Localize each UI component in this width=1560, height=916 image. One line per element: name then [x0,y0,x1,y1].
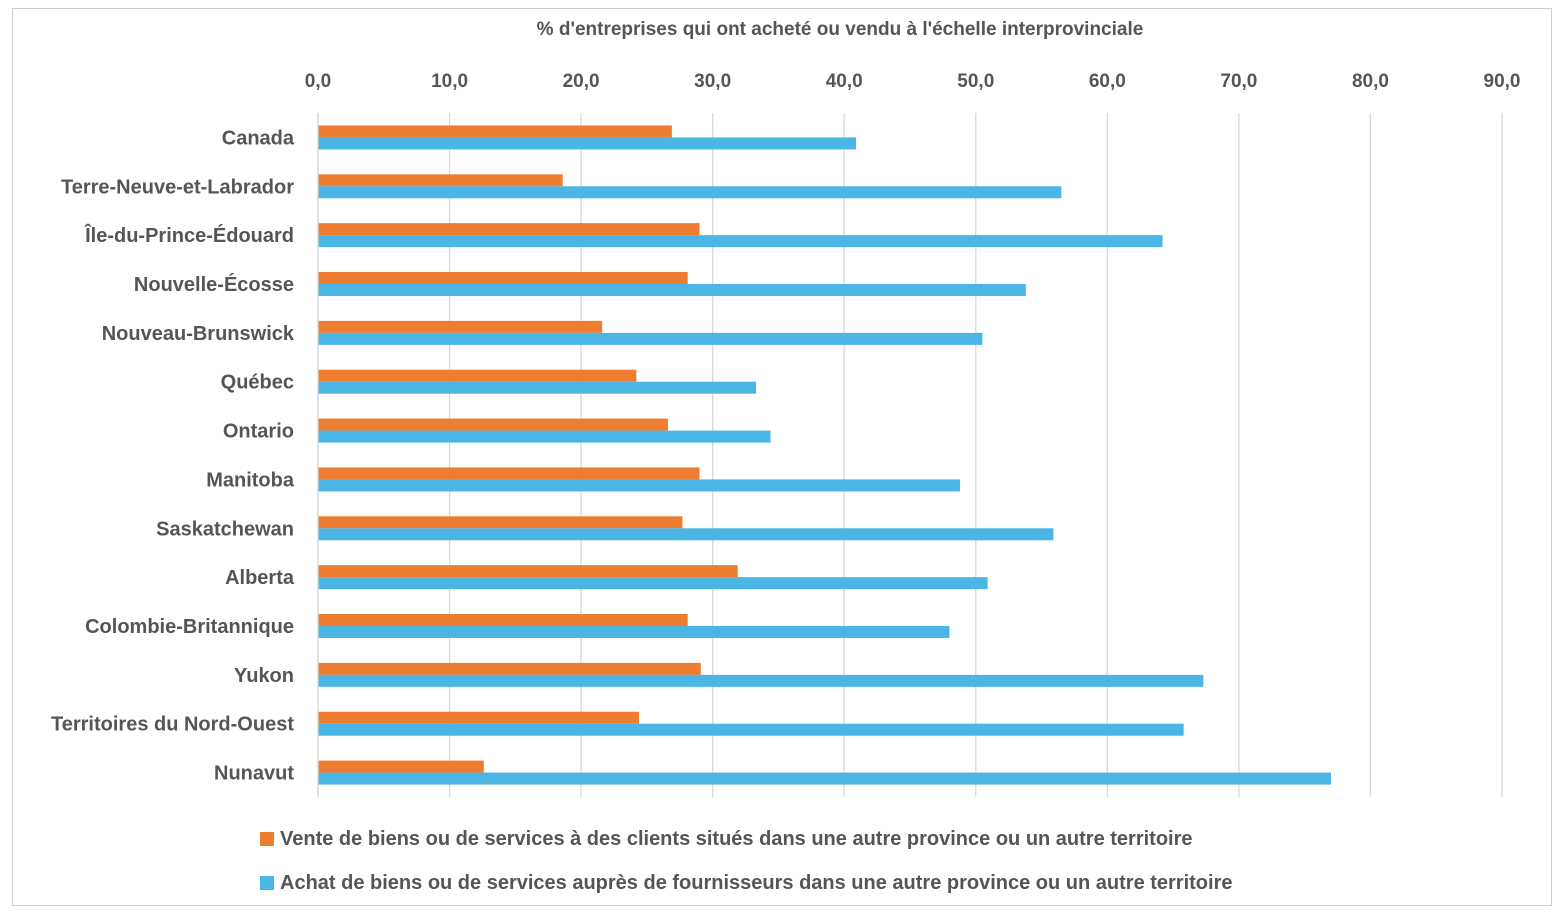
bar-achat [318,577,988,590]
bar-vente [318,662,701,675]
bar-vente [318,614,688,626]
category-label: Manitoba [206,469,295,491]
category-label: Saskatchewan [156,518,294,540]
bar-achat [318,235,1163,248]
bar-vente [318,711,639,724]
bar-vente [318,369,637,382]
bar-achat [318,332,983,345]
x-tick-label: 90,0 [1484,71,1521,92]
category-label: Nunavut [214,763,294,785]
bar-vente [318,418,668,431]
legend-label-vente: Vente de biens ou de services à des clie… [280,827,1193,850]
bar-achat [318,626,950,638]
category-label: Alberta [225,567,295,589]
bar-vente [318,565,738,578]
category-label: Île-du-Prince-Édouard [84,223,294,247]
bar-achat [318,528,1054,541]
category-label: Québec [221,372,294,394]
bar-vente [318,174,563,187]
bar-achat [318,479,960,492]
bar-vente [318,467,700,480]
bar-achat [318,723,1184,736]
x-tick-label: 0,0 [305,71,331,92]
legend: Vente de biens ou de services à des clie… [260,828,1233,916]
bar-achat [318,772,1331,785]
category-label: Nouveau-Brunswick [102,323,295,345]
bar-vente [318,272,688,284]
x-tick-label: 40,0 [826,71,863,92]
bar-achat [318,137,857,150]
bar-vente [318,223,700,236]
bar-achat [318,186,1062,199]
category-label: Terre-Neuve-et-Labrador [61,176,294,198]
category-label: Ontario [223,421,294,443]
chart-frame [12,8,1552,906]
bar-achat [318,430,771,443]
bar-vente [318,125,672,138]
bar-achat [318,284,1026,296]
legend-swatch-vente [260,832,274,846]
x-axis-title: % d'entreprises qui ont acheté ou vendu … [536,19,1144,40]
legend-label-achat: Achat de biens ou de services auprès de … [280,871,1233,894]
category-label: Colombie-Britannique [85,616,294,638]
x-tick-label: 30,0 [694,71,731,92]
bar-achat [318,381,757,394]
x-tick-label: 20,0 [563,71,600,92]
bar-vente [318,760,484,773]
x-tick-label: 60,0 [1089,71,1126,92]
bar-achat [318,674,1204,687]
x-tick-label: 10,0 [431,71,468,92]
legend-item-achat: Achat de biens ou de services auprès de … [260,872,1233,894]
x-tick-label: 70,0 [1220,71,1257,92]
category-label: Canada [222,127,295,149]
category-label: Nouvelle-Écosse [134,273,294,296]
category-label: Territoires du Nord-Ouest [51,714,294,736]
bar-vente [318,516,683,529]
legend-item-vente: Vente de biens ou de services à des clie… [260,828,1233,850]
x-tick-label: 80,0 [1352,71,1389,92]
category-label: Yukon [234,665,294,687]
x-tick-label: 50,0 [957,71,994,92]
bar-vente [318,320,603,333]
legend-swatch-achat [260,876,274,890]
